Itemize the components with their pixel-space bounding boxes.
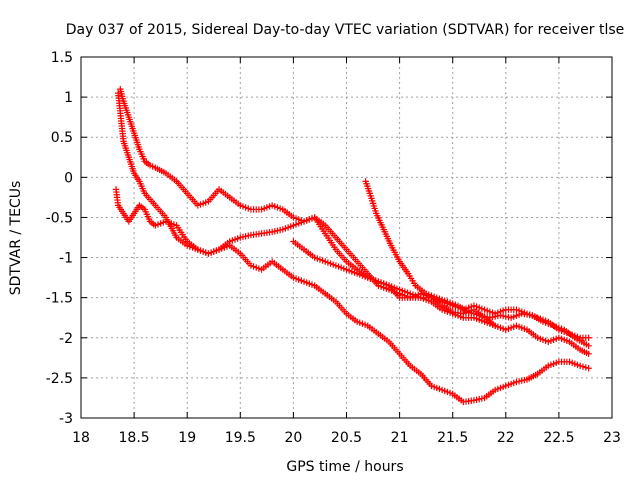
y-tick-label: -3 [59, 411, 73, 427]
x-tick-label: 23 [603, 430, 621, 446]
data-point [582, 364, 590, 371]
data-point [579, 363, 587, 370]
x-tick-label: 21 [391, 430, 409, 446]
x-tick-label: 21.5 [437, 430, 468, 446]
axis-ticks: 18 18.5 19 19.5 20 20.5 21 21.5 22 22.5 23 1.5 1 0.5 0… [46, 50, 621, 446]
x-tick-label: 19 [178, 430, 196, 446]
y-tick-label: -2.5 [46, 371, 73, 387]
data-point [585, 365, 592, 372]
grid [81, 57, 612, 418]
data-point [576, 362, 584, 370]
x-tick-label: 22 [497, 430, 515, 446]
x-tick-label: 20 [284, 430, 302, 446]
y-axis-label: SDTVAR / TECUs [8, 181, 24, 296]
x-tick-label: 18 [72, 430, 90, 446]
y-tick-label: -1 [59, 251, 73, 267]
x-tick-label: 18.5 [119, 430, 150, 446]
x-tick-label: 19.5 [225, 430, 256, 446]
y-tick-label: 1 [64, 90, 73, 106]
y-tick-label: -1.5 [46, 291, 73, 307]
data-point [491, 322, 499, 329]
y-tick-label: 0 [64, 170, 73, 186]
y-tick-label: 1.5 [51, 50, 73, 66]
data-point [585, 334, 592, 341]
x-tick-label: 22.5 [543, 430, 574, 446]
y-tick-label: -0.5 [46, 210, 73, 226]
data-point [585, 342, 592, 349]
y-tick-label: 0.5 [51, 130, 73, 146]
y-tick-label: -2 [59, 331, 73, 347]
chart-title: Day 037 of 2015, Sidereal Day-to-day VTE… [66, 22, 625, 38]
x-tick-label: 20.5 [331, 430, 362, 446]
data-marks [112, 85, 592, 406]
x-axis-label: GPS time / hours [286, 459, 403, 475]
data-point [585, 350, 592, 358]
